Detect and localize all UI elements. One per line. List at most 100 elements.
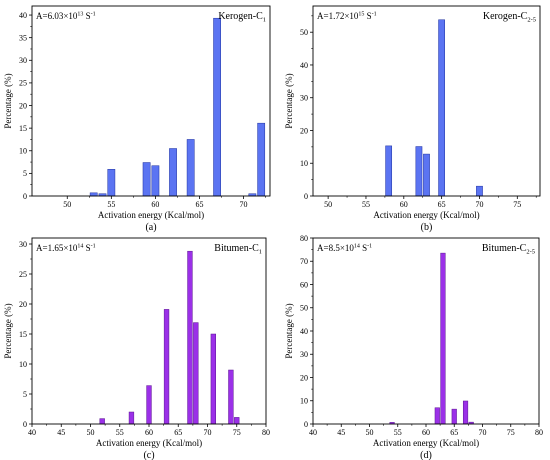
y-axis-title: Percentage (%) [3, 73, 13, 128]
y-tick-label: 0 [304, 420, 308, 429]
panel-c: 40 45 50 55 60 65 70 75 80 0 5 10 15 20 25 30 Activation… [3, 237, 270, 460]
y-tick-label: 20 [300, 373, 308, 382]
y-tick-label: 10 [19, 360, 27, 369]
plot-frame [312, 237, 540, 425]
y-tick-label: 35 [19, 33, 27, 42]
y-tick-label: 30 [19, 56, 27, 65]
x-tick-label: 75 [513, 200, 521, 209]
sample-label: Kerogen-C2-5 [483, 11, 536, 24]
bar [169, 148, 177, 197]
y-tick-label: 25 [19, 79, 27, 88]
bar [151, 165, 160, 197]
x-tick-label: 55 [362, 200, 370, 209]
y-tick-label: 30 [19, 240, 27, 249]
y-tick-label: 20 [19, 300, 27, 309]
x-tick-label: 45 [337, 428, 345, 437]
x-tick-label: 60 [145, 428, 153, 437]
pre-exponential-annotation: A=8.5×1014 S-1 [317, 243, 372, 253]
y-tick-label: 0 [304, 192, 308, 201]
y-tick-label: 25 [19, 270, 27, 279]
pre-exponential-annotation: A=1.72×1015 S-1 [317, 11, 377, 21]
x-tick-label: 50 [324, 200, 332, 209]
x-tick-label: 70 [240, 200, 248, 209]
bar [423, 153, 430, 197]
bar [142, 162, 151, 197]
x-tick-label: 75 [507, 428, 515, 437]
y-tick-label: 30 [300, 350, 308, 359]
bar [213, 17, 221, 197]
bar [186, 139, 195, 197]
plot-frame [312, 5, 541, 197]
bar [234, 417, 240, 425]
bar [146, 385, 152, 425]
y-axis-title: Percentage (%) [284, 303, 294, 358]
y-tick-label: 10 [300, 159, 308, 168]
bar [434, 407, 440, 425]
y-tick-label: 80 [300, 234, 308, 243]
x-tick-label: 60 [422, 428, 430, 437]
y-tick-label: 0 [23, 192, 27, 201]
bar [107, 169, 116, 197]
x-tick-label: 45 [57, 428, 65, 437]
bar [99, 418, 105, 425]
y-tick-label: 30 [300, 94, 308, 103]
y-tick-label: 50 [300, 28, 308, 37]
x-tick-label: 60 [400, 200, 408, 209]
panel-a: 50 55 60 65 70 0 5 10 15 20 25 30 35 40 Activation ene… [3, 5, 271, 233]
y-tick-label: 10 [300, 397, 308, 406]
x-tick-label: 75 [233, 428, 241, 437]
x-tick-label: 50 [366, 428, 374, 437]
bar [476, 185, 483, 197]
panel-label: (d) [420, 450, 432, 460]
plot-frame [31, 5, 271, 197]
y-tick-label: 20 [300, 126, 308, 135]
y-tick-label: 60 [300, 280, 308, 289]
pre-exponential-annotation: A=1.65×1014 S-1 [36, 243, 96, 253]
x-tick-label: 40 [28, 428, 36, 437]
y-tick-label: 15 [19, 330, 27, 339]
sample-label: Bitumen-C2-5 [482, 243, 535, 256]
bar [163, 309, 170, 425]
x-tick-label: 50 [63, 200, 71, 209]
y-tick-label: 40 [19, 11, 27, 20]
y-tick-label: 20 [19, 101, 27, 110]
x-tick-label: 65 [438, 200, 446, 209]
x-tick-label: 65 [450, 428, 458, 437]
y-axis-title: Percentage (%) [3, 303, 13, 358]
bar [440, 252, 446, 425]
y-tick-label: 40 [300, 327, 308, 336]
y-tick-label: 15 [19, 124, 27, 133]
x-tick-label: 50 [87, 428, 95, 437]
y-tick-label: 70 [300, 257, 308, 266]
x-tick-label: 70 [479, 428, 487, 437]
bar [462, 400, 469, 425]
bar [415, 146, 423, 197]
x-axis-title: Activation energy (Kcal/mol) [373, 210, 479, 220]
y-tick-label: 10 [19, 147, 27, 156]
sample-label: Kerogen-C1 [218, 11, 266, 24]
y-axis-title: Percentage (%) [284, 73, 294, 128]
bar [228, 369, 234, 425]
x-axis-title: Activation energy (Kcal/mol) [98, 210, 204, 220]
x-tick-label: 70 [475, 200, 483, 209]
sample-label: Bitumen-C1 [214, 243, 262, 256]
panel-label: (c) [143, 450, 154, 460]
x-tick-label: 70 [204, 428, 212, 437]
x-axis-title: Activation energy (Kcal/mol) [373, 438, 479, 448]
panel-b: 50 55 60 65 70 75 0 10 20 30 40 50 Activation energy… [284, 5, 541, 233]
bar [438, 19, 445, 197]
y-tick-label: 0 [23, 420, 27, 429]
y-tick-label: 40 [300, 61, 308, 70]
x-tick-label: 55 [107, 200, 115, 209]
bar [89, 192, 98, 197]
x-tick-label: 55 [394, 428, 402, 437]
x-tick-label: 60 [151, 200, 159, 209]
x-tick-label: 80 [262, 428, 270, 437]
panel-d: 40 45 50 55 60 65 70 75 80 0 10 20 30 40 50 60 70 80 Activ… [284, 234, 543, 460]
x-tick-label: 40 [309, 428, 317, 437]
bar [257, 122, 266, 197]
bar [451, 408, 457, 425]
bar [128, 411, 135, 425]
y-tick-label: 5 [23, 390, 27, 399]
